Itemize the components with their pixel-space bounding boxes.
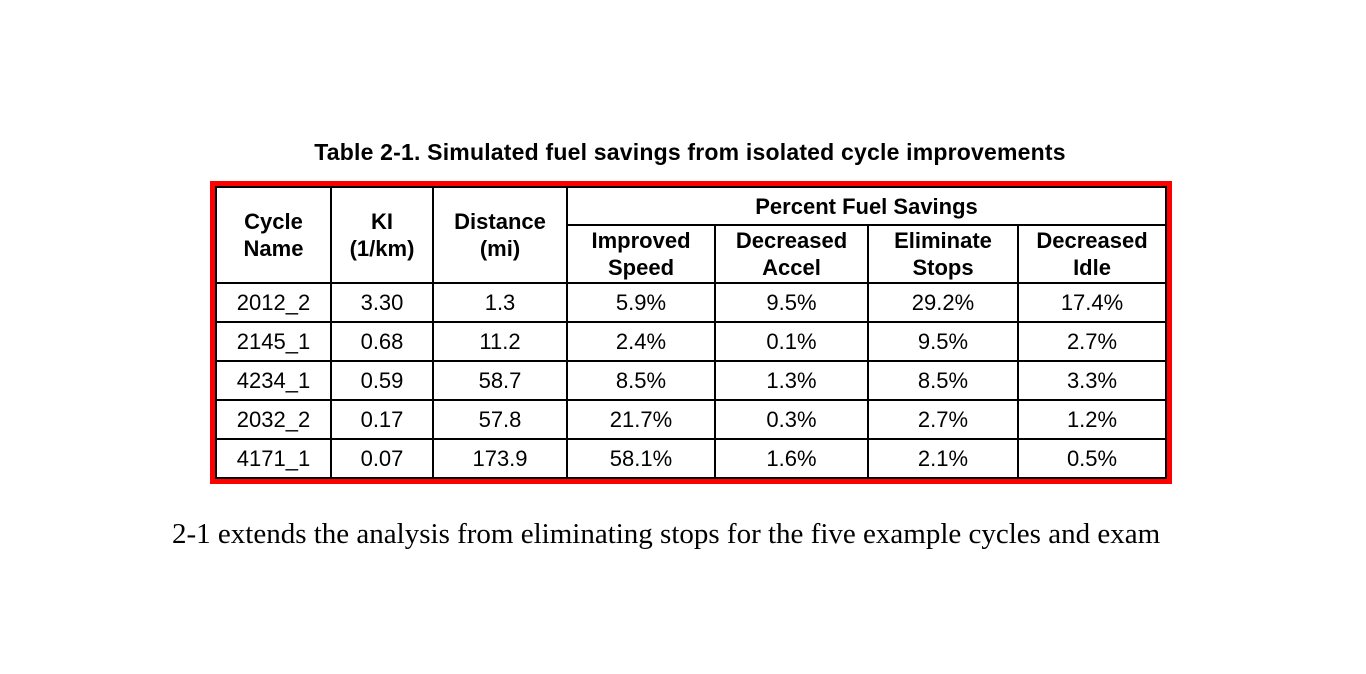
cell-improved-speed: 5.9% [566, 282, 716, 323]
header-row-top: Cycle Name KI (1/km) Distance (mi) Perce… [215, 186, 1168, 284]
cell-distance: 57.8 [432, 399, 568, 440]
cell-decreased-accel: 1.6% [714, 438, 869, 479]
cell-decreased-idle: 1.2% [1016, 399, 1168, 440]
cell-eliminate-stops: 2.7% [867, 399, 1019, 440]
cell-ki: 0.07 [330, 438, 434, 479]
cell-improved-speed: 8.5% [566, 360, 716, 401]
col-header-eliminate-stops: Eliminate Stops [867, 224, 1019, 284]
cell-eliminate-stops: 29.2% [867, 282, 1019, 323]
cell-eliminate-stops: 8.5% [867, 360, 1019, 401]
header-row-sub: Improved Speed Decreased Accel Eliminate… [216, 224, 1168, 284]
cell-decreased-idle: 3.3% [1016, 360, 1168, 401]
table-caption: Table 2-1. Simulated fuel savings from i… [314, 139, 1066, 165]
cell-decreased-accel: 9.5% [714, 282, 869, 323]
cell-decreased-accel: 1.3% [714, 360, 869, 401]
cell-decreased-idle: 2.7% [1016, 321, 1168, 362]
table-row: 2012_2 3.30 1.3 5.9% 9.5% 29.2% 17.4% [215, 282, 1168, 323]
table-row: 4234_1 0.59 58.7 8.5% 1.3% 8.5% 3.3% [215, 360, 1168, 401]
cell-cycle-name: 2012_2 [215, 282, 332, 323]
cell-eliminate-stops: 2.1% [867, 438, 1019, 479]
fuel-savings-table-grid: Cycle Name KI (1/km) Distance (mi) Perce… [215, 186, 1168, 479]
col-header-distance: Distance (mi) [432, 186, 568, 284]
cell-decreased-accel: 0.3% [714, 399, 869, 440]
body-text-line: 2-1 extends the analysis from eliminatin… [172, 518, 1161, 550]
cell-improved-speed: 58.1% [566, 438, 716, 479]
cell-improved-speed: 2.4% [566, 321, 716, 362]
table-row: 2145_1 0.68 11.2 2.4% 0.1% 9.5% 2.7% [215, 321, 1168, 362]
fuel-savings-table: Cycle Name KI (1/km) Distance (mi) Perce… [210, 181, 1173, 484]
col-header-decreased-idle: Decreased Idle [1016, 224, 1168, 284]
cell-distance: 11.2 [432, 321, 568, 362]
col-header-cycle-name: Cycle Name [215, 186, 332, 284]
col-header-percent-fuel-savings: Percent Fuel Savings [565, 186, 1168, 226]
table-row: 2032_2 0.17 57.8 21.7% 0.3% 2.7% 1.2% [215, 399, 1168, 440]
cell-cycle-name: 4234_1 [215, 360, 332, 401]
col-header-improved-speed: Improved Speed [566, 224, 716, 284]
cell-decreased-idle: 17.4% [1016, 282, 1168, 323]
cell-eliminate-stops: 9.5% [867, 321, 1019, 362]
cell-improved-speed: 21.7% [566, 399, 716, 440]
cell-ki: 0.17 [330, 399, 434, 440]
cell-distance: 58.7 [432, 360, 568, 401]
cell-ki: 3.30 [330, 282, 434, 323]
cell-cycle-name: 2032_2 [215, 399, 332, 440]
cell-ki: 0.68 [330, 321, 434, 362]
table-row: 4171_1 0.07 173.9 58.1% 1.6% 2.1% 0.5% [215, 438, 1168, 479]
cell-cycle-name: 4171_1 [215, 438, 332, 479]
cell-decreased-accel: 0.1% [714, 321, 869, 362]
cell-ki: 0.59 [330, 360, 434, 401]
cell-distance: 1.3 [432, 282, 568, 323]
col-header-decreased-accel: Decreased Accel [714, 224, 869, 284]
cell-cycle-name: 2145_1 [215, 321, 332, 362]
col-header-ki: KI (1/km) [330, 186, 434, 284]
cell-decreased-idle: 0.5% [1016, 438, 1168, 479]
cell-distance: 173.9 [432, 438, 568, 479]
